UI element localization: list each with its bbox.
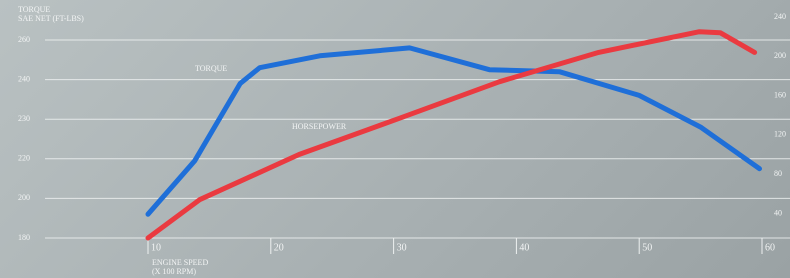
y2-tick-label: 40 xyxy=(774,208,782,217)
x-tick-label: 30 xyxy=(397,242,407,253)
chart: TORQUE SAE NET (FT-LBS) ENGINE SPEED (X … xyxy=(0,0,790,278)
page: {"chart_data": {"type": "line", "y_title… xyxy=(0,0,790,278)
x-axis-subtitle: (X 100 RPM) xyxy=(152,267,196,276)
x-tick-label: 50 xyxy=(642,242,652,253)
y-axis-title: TORQUE xyxy=(18,5,50,14)
y2-tick-label: 80 xyxy=(774,169,782,178)
x-tick-label: 20 xyxy=(274,242,284,253)
y2-tick-label: 120 xyxy=(774,130,786,139)
series-label: TORQUE xyxy=(195,64,227,73)
line-series xyxy=(148,48,760,214)
x-tick-label: 40 xyxy=(519,242,529,253)
y2-tick-label: 160 xyxy=(774,90,786,99)
series-label: HORSEPOWER xyxy=(292,122,347,131)
x-tick-label: 10 xyxy=(151,242,161,253)
line-series xyxy=(148,32,755,238)
y2-tick-label: 240 xyxy=(774,12,786,21)
y-axis-subtitle: SAE NET (FT-LBS) xyxy=(18,14,84,23)
y-tick-label: 230 xyxy=(18,114,30,123)
y-tick-label: 240 xyxy=(18,74,30,83)
x-axis-title: ENGINE SPEED xyxy=(152,258,208,267)
y2-tick-label: 200 xyxy=(774,51,786,60)
x-tick-label: 60 xyxy=(765,242,775,253)
y-tick-label: 260 xyxy=(18,35,30,44)
y-tick-label: 200 xyxy=(18,193,30,202)
y-tick-label: 180 xyxy=(18,233,30,242)
y-tick-label: 220 xyxy=(18,154,30,163)
